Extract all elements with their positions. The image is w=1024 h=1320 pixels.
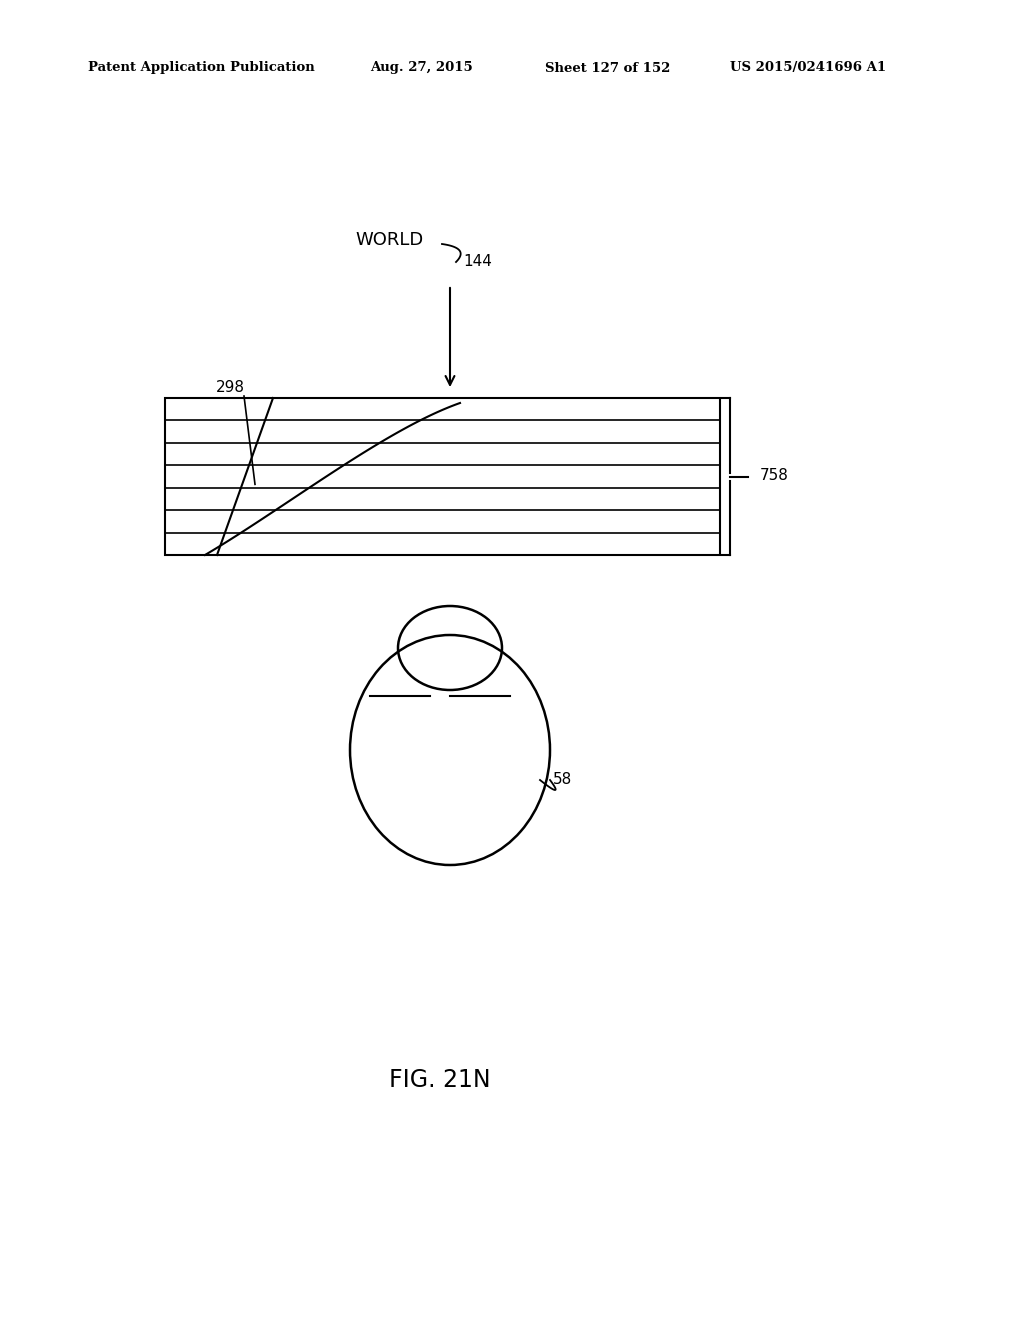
Bar [165, 399, 720, 554]
Text: 758: 758 [760, 469, 788, 483]
Text: 298: 298 [215, 380, 245, 396]
Text: 58: 58 [553, 772, 572, 788]
Text: Patent Application Publication: Patent Application Publication [88, 62, 314, 74]
Text: Sheet 127 of 152: Sheet 127 of 152 [545, 62, 671, 74]
Text: 144: 144 [463, 255, 492, 269]
Text: Aug. 27, 2015: Aug. 27, 2015 [370, 62, 473, 74]
Text: FIG. 21N: FIG. 21N [389, 1068, 490, 1092]
Text: US 2015/0241696 A1: US 2015/0241696 A1 [730, 62, 886, 74]
Text: WORLD: WORLD [356, 231, 424, 249]
